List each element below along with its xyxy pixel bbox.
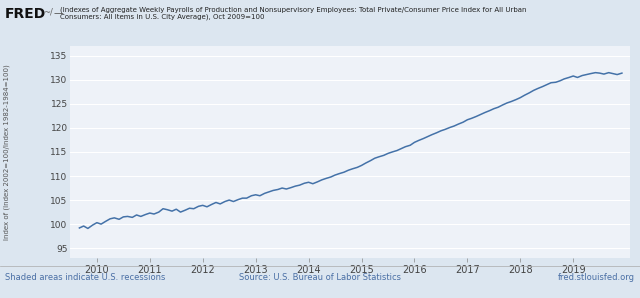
Text: Index of (Index 2002=100/Index 1982-1984=100): Index of (Index 2002=100/Index 1982-1984…: [3, 64, 10, 240]
Text: —: —: [53, 8, 63, 18]
Text: (Indexes of Aggregate Weekly Payrolls of Production and Nonsupervisory Employees: (Indexes of Aggregate Weekly Payrolls of…: [60, 7, 527, 13]
Text: Source: U.S. Bureau of Labor Statistics: Source: U.S. Bureau of Labor Statistics: [239, 273, 401, 282]
Text: Shaded areas indicate U.S. recessions: Shaded areas indicate U.S. recessions: [5, 273, 166, 282]
Text: fred.stlouisfed.org: fred.stlouisfed.org: [558, 273, 635, 282]
Text: Consumers: All Items in U.S. City Average), Oct 2009=100: Consumers: All Items in U.S. City Averag…: [60, 13, 265, 20]
Text: ~/: ~/: [44, 7, 53, 16]
Text: FRED: FRED: [5, 7, 46, 21]
